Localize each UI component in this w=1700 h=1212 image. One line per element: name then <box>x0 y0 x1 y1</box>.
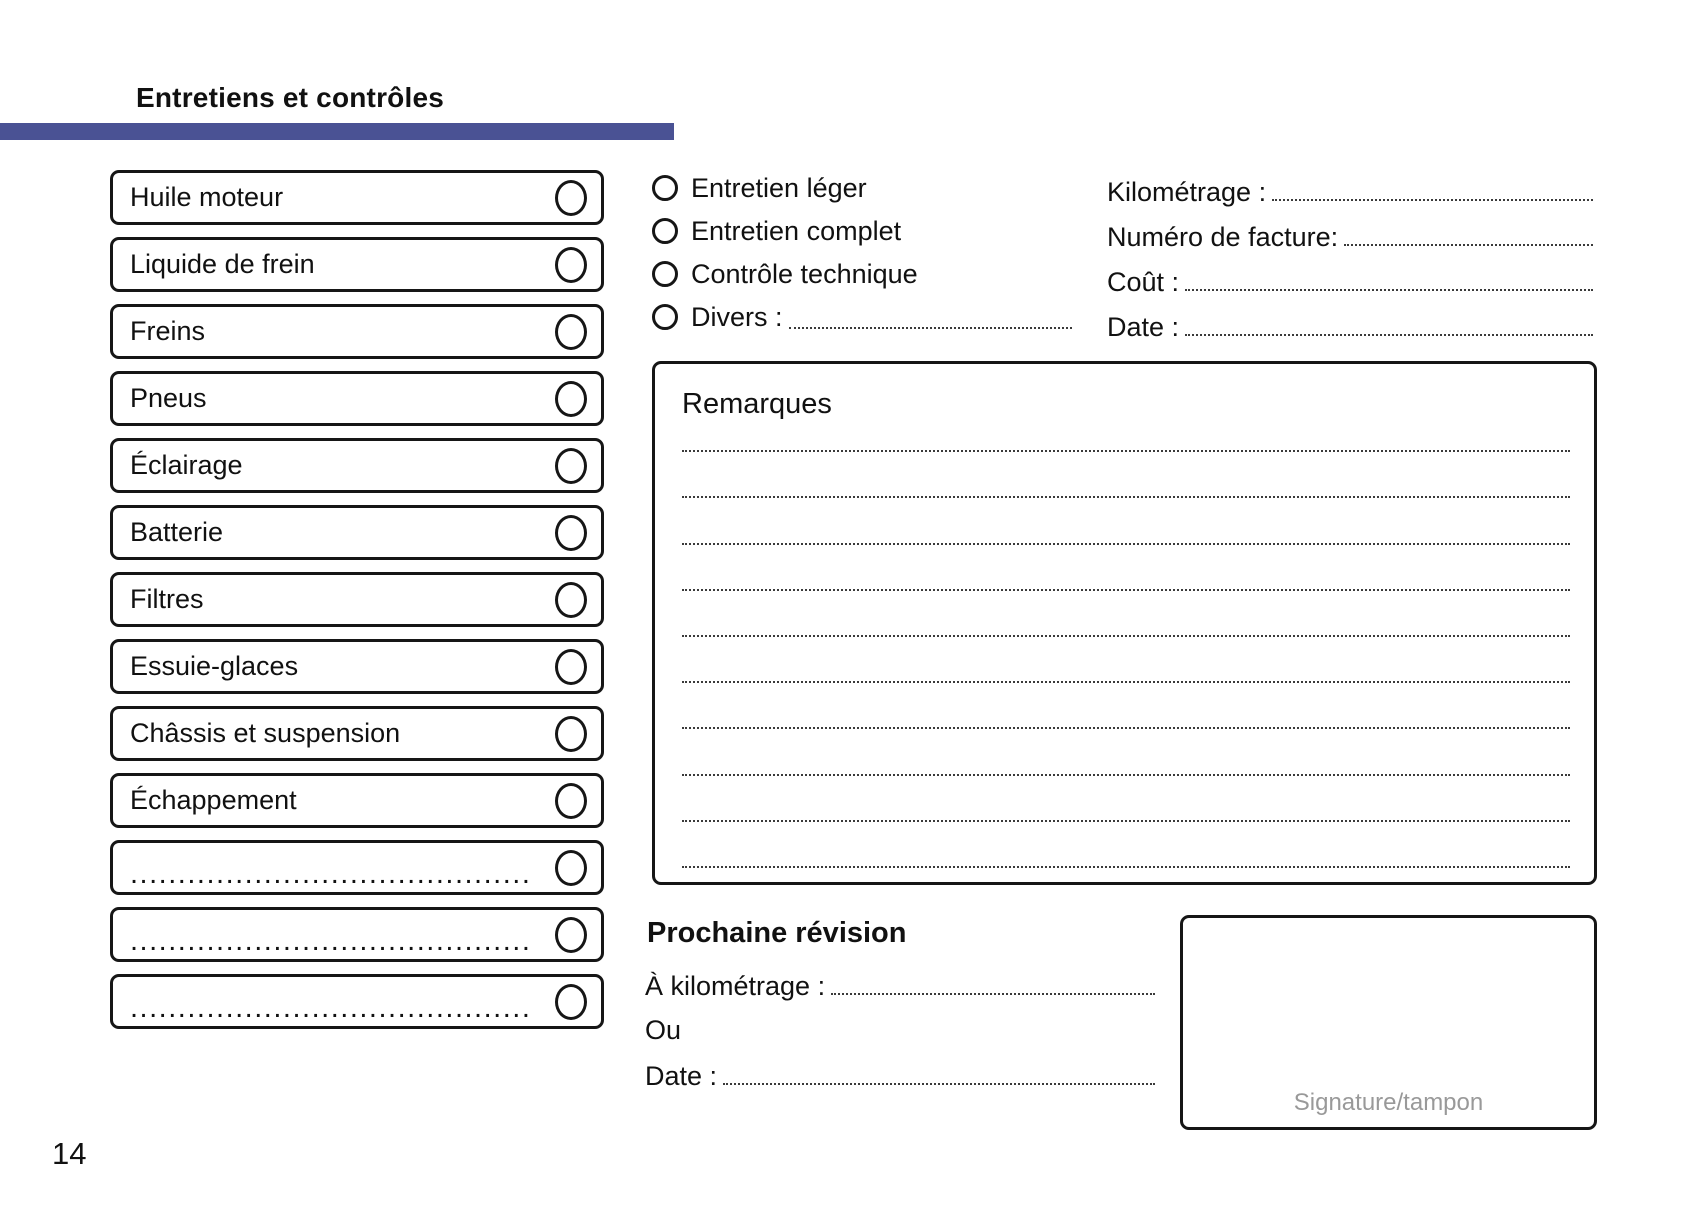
next-or-label: Ou <box>645 1015 682 1045</box>
field-label: Coût : <box>1107 267 1180 297</box>
check-label: Essuie-glaces <box>130 651 299 681</box>
check-circle-icon <box>555 648 587 685</box>
remark-blank-line <box>682 637 1570 684</box>
divers-blank-line <box>788 305 1072 329</box>
check-row-filters: Filtres <box>110 572 604 627</box>
field-mileage: Kilométrage : <box>1107 177 1593 207</box>
field-blank-line <box>1185 267 1593 291</box>
check-row-tires: Pneus <box>110 371 604 426</box>
field-label: Date : <box>1107 312 1180 342</box>
check-row-battery: Batterie <box>110 505 604 560</box>
check-circle-icon <box>555 447 587 484</box>
check-circle-icon <box>555 313 587 350</box>
service-option-light: Entretien léger <box>652 173 867 203</box>
signature-box: Signature/tampon <box>1180 915 1597 1130</box>
check-row-brake-fluid: Liquide de frein <box>110 237 604 292</box>
remarks-lines <box>682 406 1570 868</box>
remark-blank-line <box>682 776 1570 822</box>
check-label: Liquide de frein <box>130 249 315 279</box>
remark-blank-line <box>682 822 1570 868</box>
signature-label: Signature/tampon <box>1293 1089 1484 1116</box>
service-option-label: Entretien complet <box>691 215 902 246</box>
check-row-wipers: Essuie-glaces <box>110 639 604 694</box>
field-blank-line <box>1272 177 1593 201</box>
check-label: Châssis et suspension <box>130 718 401 748</box>
check-row-exhaust: Échappement <box>110 773 604 828</box>
field-blank-line <box>1185 312 1593 336</box>
check-label: Freins <box>130 316 206 346</box>
radio-circle-icon <box>652 218 678 244</box>
check-circle-icon <box>555 179 587 216</box>
check-circle-icon <box>555 514 587 551</box>
field-date: Date : <box>1107 312 1593 342</box>
remarks-box <box>652 361 1597 885</box>
remark-blank-line <box>682 452 1570 499</box>
check-circle-icon <box>555 983 587 1020</box>
next-date-blank-line <box>723 1061 1155 1085</box>
service-option-full: Entretien complet <box>652 216 901 246</box>
next-km-blank-line <box>831 971 1155 995</box>
accent-bar <box>0 123 674 140</box>
check-circle-icon <box>555 715 587 752</box>
check-label: Échappement <box>130 785 297 815</box>
radio-circle-icon <box>652 304 678 330</box>
remark-blank-line <box>682 591 1570 637</box>
remark-blank-line <box>682 545 1570 591</box>
check-row-chassis-suspension: Châssis et suspension <box>110 706 604 761</box>
field-invoice-number: Numéro de facture: <box>1107 222 1593 252</box>
check-row-blank-1: ........................................… <box>110 840 604 895</box>
next-service-date-row: Date : <box>645 1061 1155 1093</box>
service-option-inspection: Contrôle technique <box>652 259 918 289</box>
next-km-label: À kilométrage : <box>645 971 826 1001</box>
check-label: Huile moteur <box>130 182 284 212</box>
check-circle-icon <box>555 916 587 953</box>
check-row-blank-2: ........................................… <box>110 907 604 962</box>
check-label: Pneus <box>130 383 207 413</box>
next-service-or-row: Ou <box>645 1015 1155 1047</box>
service-option-label: Entretien léger <box>691 172 867 203</box>
check-label: Éclairage <box>130 450 243 480</box>
field-label: Numéro de facture: <box>1107 222 1339 252</box>
radio-circle-icon <box>652 261 678 287</box>
service-option-other: Divers : <box>652 302 1072 332</box>
check-label-blank: ........................................… <box>130 991 532 1024</box>
check-label: Filtres <box>130 584 204 614</box>
check-label-blank: ........................................… <box>130 857 532 890</box>
next-date-label: Date : <box>645 1061 718 1091</box>
page-title: Entretiens et contrôles <box>136 82 445 113</box>
check-circle-icon <box>555 849 587 886</box>
service-option-label: Divers : <box>691 301 783 332</box>
remarks-title: Remarques <box>682 388 832 420</box>
field-cost: Coût : <box>1107 267 1593 297</box>
remark-blank-line <box>682 498 1570 545</box>
next-service-km-row: À kilométrage : <box>645 971 1155 1003</box>
remark-blank-line <box>682 406 1570 453</box>
field-blank-line <box>1344 222 1593 246</box>
check-circle-icon <box>555 782 587 819</box>
remark-blank-line <box>682 683 1570 730</box>
check-circle-icon <box>555 246 587 283</box>
page-number: 14 <box>52 1136 87 1171</box>
check-row-engine-oil: Huile moteur <box>110 170 604 225</box>
field-label: Kilométrage : <box>1107 177 1267 207</box>
check-circle-icon <box>555 581 587 618</box>
check-row-brakes: Freins <box>110 304 604 359</box>
remark-blank-line <box>682 729 1570 776</box>
check-circle-icon <box>555 380 587 417</box>
check-row-blank-3: ........................................… <box>110 974 604 1029</box>
service-option-label: Contrôle technique <box>691 258 918 289</box>
next-service-title: Prochaine révision <box>647 917 907 949</box>
check-label-blank: ........................................… <box>130 924 532 957</box>
check-row-lighting: Éclairage <box>110 438 604 493</box>
radio-circle-icon <box>652 175 678 201</box>
check-label: Batterie <box>130 517 224 547</box>
